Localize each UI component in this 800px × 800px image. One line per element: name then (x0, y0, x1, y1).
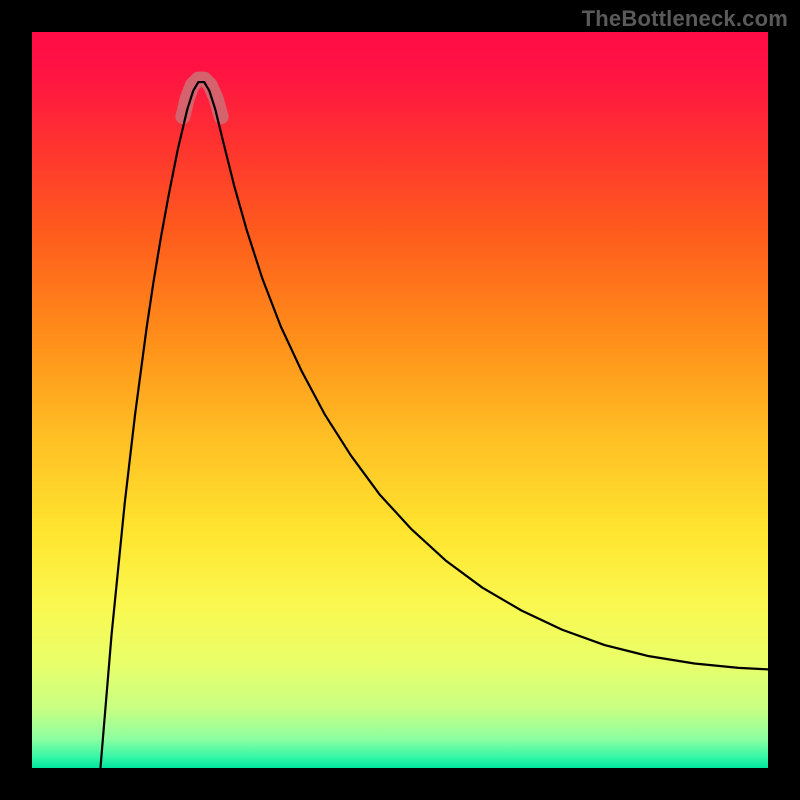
chart-container: TheBottleneck.com (0, 0, 800, 800)
watermark-text: TheBottleneck.com (582, 6, 788, 32)
plot-area (32, 32, 768, 768)
plot-svg (32, 32, 768, 768)
